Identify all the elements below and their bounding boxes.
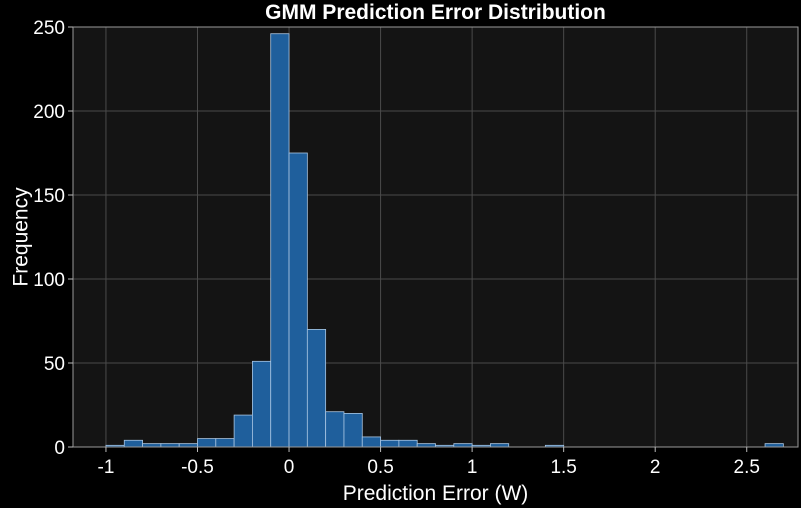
y-tick-label: 150 [33,186,65,207]
histogram-bar [178,443,198,448]
histogram-bar [288,152,308,448]
histogram-bar [142,443,162,448]
y-axis-label: Frequency [9,187,32,287]
histogram-bar [160,443,180,448]
histogram-bar [380,439,400,448]
axis-ticks: -1 -0.5 0 0.5 1 1.5 2 2.5 0 50 100 150 200 250 [33,18,760,478]
histogram-bar [215,438,235,448]
x-tick-label: -1 [98,457,115,478]
histogram-bar [123,439,143,448]
x-tick-label: -0.5 [181,457,214,478]
histogram-bar [252,360,272,448]
x-tick-label: 0 [284,457,295,478]
histogram-bar [361,436,381,448]
histogram-bar [233,414,253,448]
histogram-bar [490,443,510,448]
histogram-bar [416,443,436,448]
histogram-bars [105,33,784,448]
y-tick-label: 50 [44,354,65,375]
histogram-bar [325,411,345,448]
histogram-bar [270,33,290,448]
histogram-bar [764,443,784,448]
histogram-bar [453,443,473,448]
x-tick-label: 2 [650,457,661,478]
y-tick-label: 200 [33,102,65,123]
x-tick-label: 0.5 [367,457,393,478]
x-tick-label: 1 [467,457,478,478]
histogram-bar [306,328,327,448]
y-tick-label: 0 [54,438,65,459]
plot-area [73,27,798,447]
axes-frame [72,26,799,448]
chart-title: GMM Prediction Error Distribution [265,1,606,24]
histogram-bar [343,412,363,448]
x-tick-label: 2.5 [734,457,760,478]
x-tick-label: 1.5 [550,457,576,478]
histogram-bar [398,439,418,448]
y-tick-label: 100 [33,270,65,291]
histogram-bar [197,438,217,448]
x-axis-label: Prediction Error (W) [343,482,529,505]
y-tick-label: 250 [33,18,65,39]
